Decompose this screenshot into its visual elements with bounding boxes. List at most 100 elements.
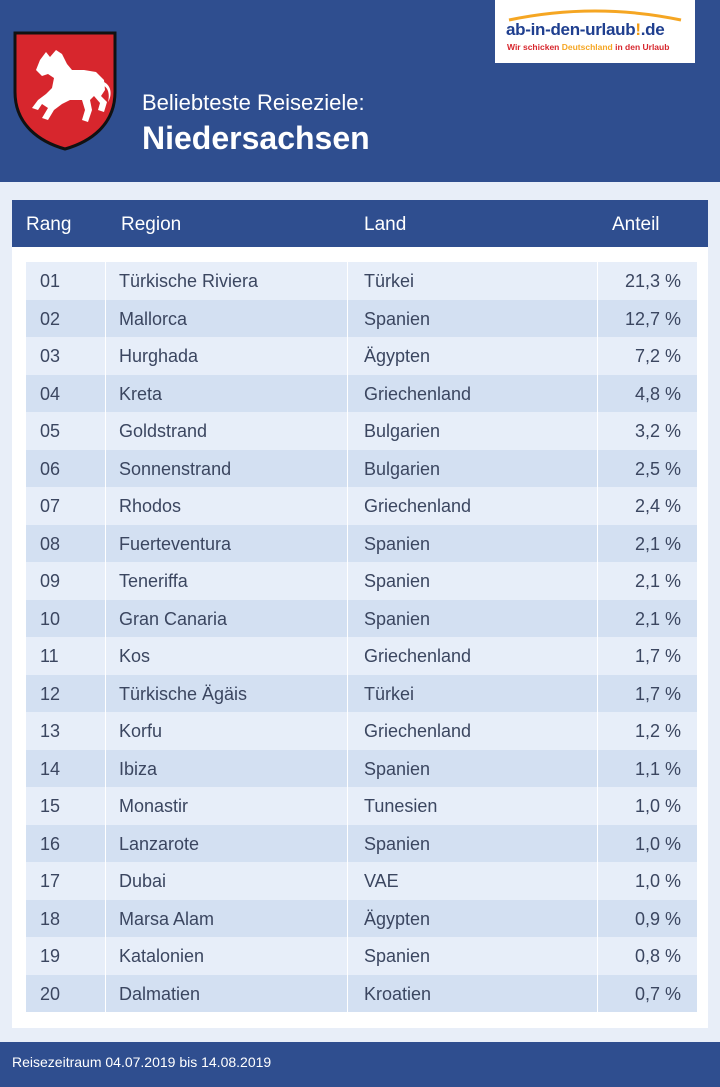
cell-rank: 01 (40, 271, 61, 291)
page-subtitle: Beliebteste Reiseziele: (142, 90, 365, 115)
cell-share: 1,0 % (634, 796, 681, 816)
logo-dot: . (640, 20, 646, 39)
cell-land: Ägypten (364, 908, 431, 929)
cell-region: Kreta (119, 383, 163, 404)
logo-tagline: Wir schicken Deutschland in den Urlaub (507, 42, 669, 52)
cell-land: Spanien (364, 608, 431, 629)
cell-region: Fuerteventura (119, 533, 232, 554)
header-land: Land (364, 214, 407, 235)
cell-share: 2,1 % (634, 571, 681, 591)
cell-rank: 05 (40, 421, 61, 441)
cell-region: Kos (119, 646, 151, 666)
cell-rank: 14 (40, 758, 61, 779)
header-region: Region (121, 214, 182, 235)
table-row: 20 Dalmatien Kroatien 0,7 % (26, 974, 697, 1012)
cell-rank: 16 (40, 833, 61, 854)
cell-region: Sonnenstrand (119, 458, 232, 479)
table-row: 11 Kos Griechenland 1,7 % (26, 637, 697, 675)
table-row: 06 Sonnenstrand Bulgarien 2,5 % (26, 449, 697, 487)
table-row: 05 Goldstrand Bulgarien 3,2 % (26, 412, 697, 450)
cell-land: VAE (364, 871, 399, 891)
column-divider (105, 262, 106, 1012)
header-banner: Beliebteste Reiseziele: Niedersachsen ab… (0, 0, 720, 182)
cell-share: 4,8 % (634, 383, 681, 404)
cell-region: Türkische Riviera (119, 271, 259, 291)
table-row: 18 Marsa Alam Ägypten 0,9 % (26, 899, 697, 937)
cell-land: Bulgarien (364, 421, 441, 441)
cell-rank: 08 (40, 533, 61, 554)
cell-share: 3,2 % (634, 421, 681, 441)
logo-bang: ! (635, 20, 641, 39)
table-row: 13 Korfu Griechenland 1,2 % (26, 712, 697, 750)
cell-land: Bulgarien (364, 458, 441, 479)
cell-region: Ibiza (119, 758, 158, 779)
table-row: 10 Gran Canaria Spanien 2,1 % (26, 599, 697, 637)
table-row: 09 Teneriffa Spanien 2,1 % (26, 562, 697, 600)
logo-tagline-part3: in den Urlaub (612, 42, 670, 52)
table-row: 01 Türkische Riviera Türkei 21,3 % (26, 262, 697, 300)
cell-share: 1,0 % (634, 871, 681, 891)
cell-land: Tunesien (364, 796, 438, 816)
cell-share: 2,1 % (634, 608, 681, 629)
cell-rank: 17 (40, 871, 61, 891)
cell-region: Rhodos (119, 496, 182, 516)
cell-region: Katalonien (119, 946, 205, 966)
table-row: 02 Mallorca Spanien 12,7 % (26, 299, 697, 337)
cell-share: 1,7 % (634, 683, 681, 704)
table-row: 03 Hurghada Ägypten 7,2 % (26, 337, 697, 375)
cell-share: 7,2 % (634, 346, 681, 366)
logo-swoosh-icon (508, 9, 682, 22)
cell-land: Spanien (364, 833, 431, 854)
cell-region: Hurghada (119, 346, 199, 366)
logo-tagline-part1: Wir schicken (507, 42, 562, 52)
cell-land: Griechenland (364, 383, 472, 404)
cell-region: Dubai (119, 871, 167, 891)
cell-rank: 02 (40, 308, 61, 329)
logo-wordmark: ab-in-den-urlaub!.de (506, 20, 665, 40)
cell-share: 1,1 % (634, 758, 681, 779)
cell-share: 1,2 % (634, 721, 681, 741)
cell-region: Mallorca (119, 308, 188, 329)
lower-saxony-horse-crest-icon (13, 31, 117, 151)
cell-land: Griechenland (364, 646, 472, 666)
cell-region: Teneriffa (119, 571, 188, 591)
table-row: 17 Dubai VAE 1,0 % (26, 862, 697, 900)
cell-rank: 15 (40, 796, 61, 816)
cell-rank: 12 (40, 683, 61, 704)
table-row: 12 Türkische Ägäis Türkei 1,7 % (26, 674, 697, 712)
cell-share: 1,7 % (634, 646, 681, 666)
cell-rank: 18 (40, 908, 61, 929)
cell-share: 0,7 % (634, 983, 681, 1004)
cell-share: 2,4 % (634, 496, 681, 516)
table-header: Rang Region Land Anteil (12, 200, 708, 247)
cell-land: Griechenland (364, 721, 472, 741)
cell-region: Türkische Ägäis (119, 683, 248, 704)
cell-land: Spanien (364, 571, 431, 591)
cell-share: 0,8 % (634, 946, 681, 966)
footer-bar: Reisezeitraum 04.07.2019 bis 14.08.2019 (0, 1042, 720, 1087)
table-row: 08 Fuerteventura Spanien 2,1 % (26, 524, 697, 562)
cell-share: 12,7 % (624, 308, 681, 329)
cell-land: Spanien (364, 946, 431, 966)
logo-tld: de (645, 20, 665, 39)
table-row: 19 Katalonien Spanien 0,8 % (26, 937, 697, 975)
cell-rank: 13 (40, 721, 61, 741)
cell-land: Türkei (364, 271, 415, 291)
header-rank: Rang (26, 214, 72, 235)
brand-logo[interactable]: ab-in-den-urlaub!.de Wir schicken Deutsc… (495, 0, 695, 63)
cell-region: Lanzarote (119, 833, 200, 854)
cell-region: Gran Canaria (119, 608, 228, 629)
cell-rank: 06 (40, 458, 61, 479)
cell-region: Goldstrand (119, 421, 208, 441)
cell-land: Kroatien (364, 983, 432, 1004)
cell-rank: 07 (40, 496, 61, 516)
cell-region: Korfu (119, 721, 163, 741)
cell-region: Monastir (119, 796, 189, 816)
cell-land: Ägypten (364, 346, 431, 366)
cell-land: Spanien (364, 758, 431, 779)
header-share: Anteil (612, 214, 660, 235)
cell-rank: 11 (40, 646, 59, 666)
column-divider (597, 262, 598, 1012)
cell-rank: 20 (40, 983, 61, 1004)
cell-share: 21,3 % (624, 271, 681, 291)
